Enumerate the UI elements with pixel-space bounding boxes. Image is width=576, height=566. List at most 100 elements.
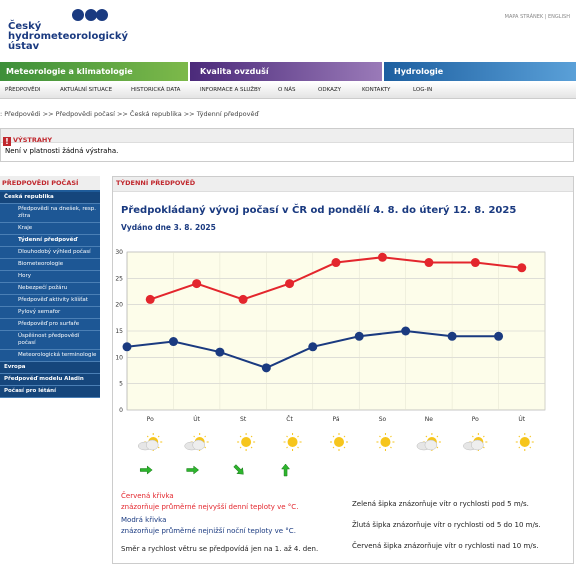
menu-item[interactable]: Týdenní předpověď xyxy=(0,235,100,247)
section-tab[interactable]: Kvalita ovzduší xyxy=(190,62,382,81)
data-point xyxy=(377,252,387,262)
nav-item[interactable]: ODKAZY xyxy=(318,87,341,93)
data-point xyxy=(238,294,248,304)
legend-note: Směr a rychlost větru se předpovídá jen … xyxy=(121,545,319,553)
y-tick-label: 25 xyxy=(115,275,123,282)
weather-icon xyxy=(329,432,349,452)
wind-note: Žlutá šipka znázorňuje vítr o rychlosti … xyxy=(352,521,541,529)
nav-item[interactable]: INFORMACE A SLUŽBY xyxy=(200,87,261,93)
x-tick-label: Ne xyxy=(425,416,433,423)
data-point xyxy=(215,347,225,357)
x-tick-label: Út xyxy=(193,416,200,423)
data-point xyxy=(424,258,434,268)
weather-icon xyxy=(184,439,205,451)
weather-icon xyxy=(463,439,484,451)
main-panel: TÝDENNÍ PŘEDPOVĚĎ xyxy=(112,176,574,564)
y-tick-label: 0 xyxy=(119,407,123,414)
y-tick-label: 5 xyxy=(119,381,123,388)
x-tick-label: Po xyxy=(472,416,479,423)
data-point xyxy=(285,279,295,289)
nav-item[interactable]: O NÁS xyxy=(278,87,296,93)
weather-icon xyxy=(375,432,395,452)
data-point xyxy=(168,337,178,347)
top-links[interactable]: MAPA STRÁNEK | ENGLISH xyxy=(504,14,570,20)
chart-subtitle: Vydáno dne 3. 8. 2025 xyxy=(121,223,216,232)
wind-arrow xyxy=(186,465,199,475)
legend-right: Zelená šipka znázorňuje vítr o rychlosti… xyxy=(352,500,572,550)
logo-text: hydrometeorologický xyxy=(8,31,129,42)
breadcrumb: : Předpovědi >> Předpovědi počasí >> Čes… xyxy=(0,110,259,118)
logo-mark xyxy=(72,9,108,21)
legend-series: Modrá křivka xyxy=(121,516,167,524)
y-tick-label: 10 xyxy=(115,354,123,361)
menu-item[interactable]: Předpověď pro surfaře xyxy=(0,319,100,331)
data-point xyxy=(470,258,480,268)
menu-item[interactable]: Meteorologická terminologie xyxy=(0,350,100,362)
data-point xyxy=(447,331,457,341)
legend-left: Červená křivka znázorňuje průměrné nejvy… xyxy=(121,491,351,555)
menu-item[interactable]: Nebezpečí požáru xyxy=(0,283,100,295)
menu-item[interactable]: Evropa xyxy=(0,362,100,374)
weather-icon xyxy=(283,432,303,452)
nav-item[interactable]: PŘEDPOVĚDI xyxy=(5,87,41,93)
warnings-box: ! VÝSTRAHY Není v platnosti žádná výstrah… xyxy=(0,128,574,162)
nav-item[interactable]: HISTORICKÁ DATA xyxy=(131,87,181,93)
legend-note: znázorňuje průměrné nejvyšší denní teplo… xyxy=(121,503,299,511)
section-tab[interactable]: Meteorologie a klimatologie xyxy=(0,62,188,81)
y-tick-label: 30 xyxy=(115,249,123,256)
x-tick-label: St xyxy=(240,416,247,423)
weather-icon xyxy=(515,432,535,452)
x-tick-label: Pá xyxy=(332,416,339,423)
data-point xyxy=(308,342,318,352)
menu-item[interactable]: Předpovědi na dnešek, resp. zítra xyxy=(0,204,100,223)
x-tick-label: So xyxy=(379,416,387,423)
menu-item[interactable]: Počasí pro létání xyxy=(0,386,100,398)
menu-item[interactable]: Hory xyxy=(0,271,100,283)
weather-icon xyxy=(416,439,438,451)
data-point xyxy=(192,279,202,289)
warnings-title: VÝSTRAHY xyxy=(13,136,53,144)
data-point xyxy=(122,342,132,352)
data-point xyxy=(331,258,341,268)
menu-item[interactable]: Dlouhodobý výhled počasí xyxy=(0,247,100,259)
x-tick-label: Po xyxy=(147,416,154,423)
warnings-text: Není v platnosti žádná výstraha. xyxy=(5,147,119,155)
x-tick-label: Čt xyxy=(286,416,293,423)
menu-item[interactable]: Kraje xyxy=(0,223,100,235)
wind-arrow xyxy=(281,463,290,477)
y-tick-label: 15 xyxy=(115,328,123,335)
legend-series: Červená křivka xyxy=(121,492,174,500)
menu-item[interactable]: Česká republika xyxy=(0,192,100,204)
menu-item[interactable]: Předpověď aktivity klíšťat xyxy=(0,295,100,307)
nav-item[interactable]: AKTUÁLNÍ SITUACE xyxy=(60,87,113,93)
chart: 0 5 10 15 20 25 30 Po Út St Čt Pá So Ne Po Út xyxy=(115,249,546,478)
section-tab[interactable]: Hydrologie xyxy=(384,62,576,81)
sidebar-title: PŘEDPOVĚDI POČASÍ xyxy=(0,176,100,192)
logo-text: ústav xyxy=(8,41,40,52)
x-tick-label: Út xyxy=(518,416,525,423)
weather-icon xyxy=(236,432,256,452)
data-point xyxy=(517,263,527,273)
logo-text: Český xyxy=(8,21,42,32)
wind-arrow xyxy=(231,462,247,478)
panel-title: TÝDENNÍ PŘEDPOVĚĎ xyxy=(113,177,573,192)
menu-item[interactable]: Biometeorologie xyxy=(0,259,100,271)
menu-item[interactable]: Předpověď modelu Aladin xyxy=(0,374,100,386)
data-point xyxy=(401,326,411,336)
y-tick-label: 20 xyxy=(115,302,123,309)
data-point xyxy=(354,331,364,341)
logo[interactable]: Český hydrometeorologický ústav xyxy=(8,22,128,52)
menu-item[interactable]: Úspěšnost předpovědí počasí xyxy=(0,331,100,350)
nav-item[interactable]: KONTAKTY xyxy=(362,87,391,93)
sidebar: PŘEDPOVĚDI POČASÍ Česká republika Předpo… xyxy=(0,176,100,398)
menu-item[interactable]: Pylový semafor xyxy=(0,307,100,319)
nav-bar: PŘEDPOVĚDI AKTUÁLNÍ SITUACE HISTORICKÁ D… xyxy=(0,82,576,99)
data-point xyxy=(261,363,271,373)
data-point xyxy=(494,331,504,341)
wind-note: Zelená šipka znázorňuje vítr o rychlosti… xyxy=(352,500,529,508)
wind-arrow xyxy=(139,465,153,475)
wind-note: Červená šipka znázorňuje vítr o rychlost… xyxy=(352,542,539,550)
nav-item[interactable]: LOG-IN xyxy=(413,87,433,93)
chart-title: Předpokládaný vývoj počasí v ČR od pondě… xyxy=(121,205,517,216)
